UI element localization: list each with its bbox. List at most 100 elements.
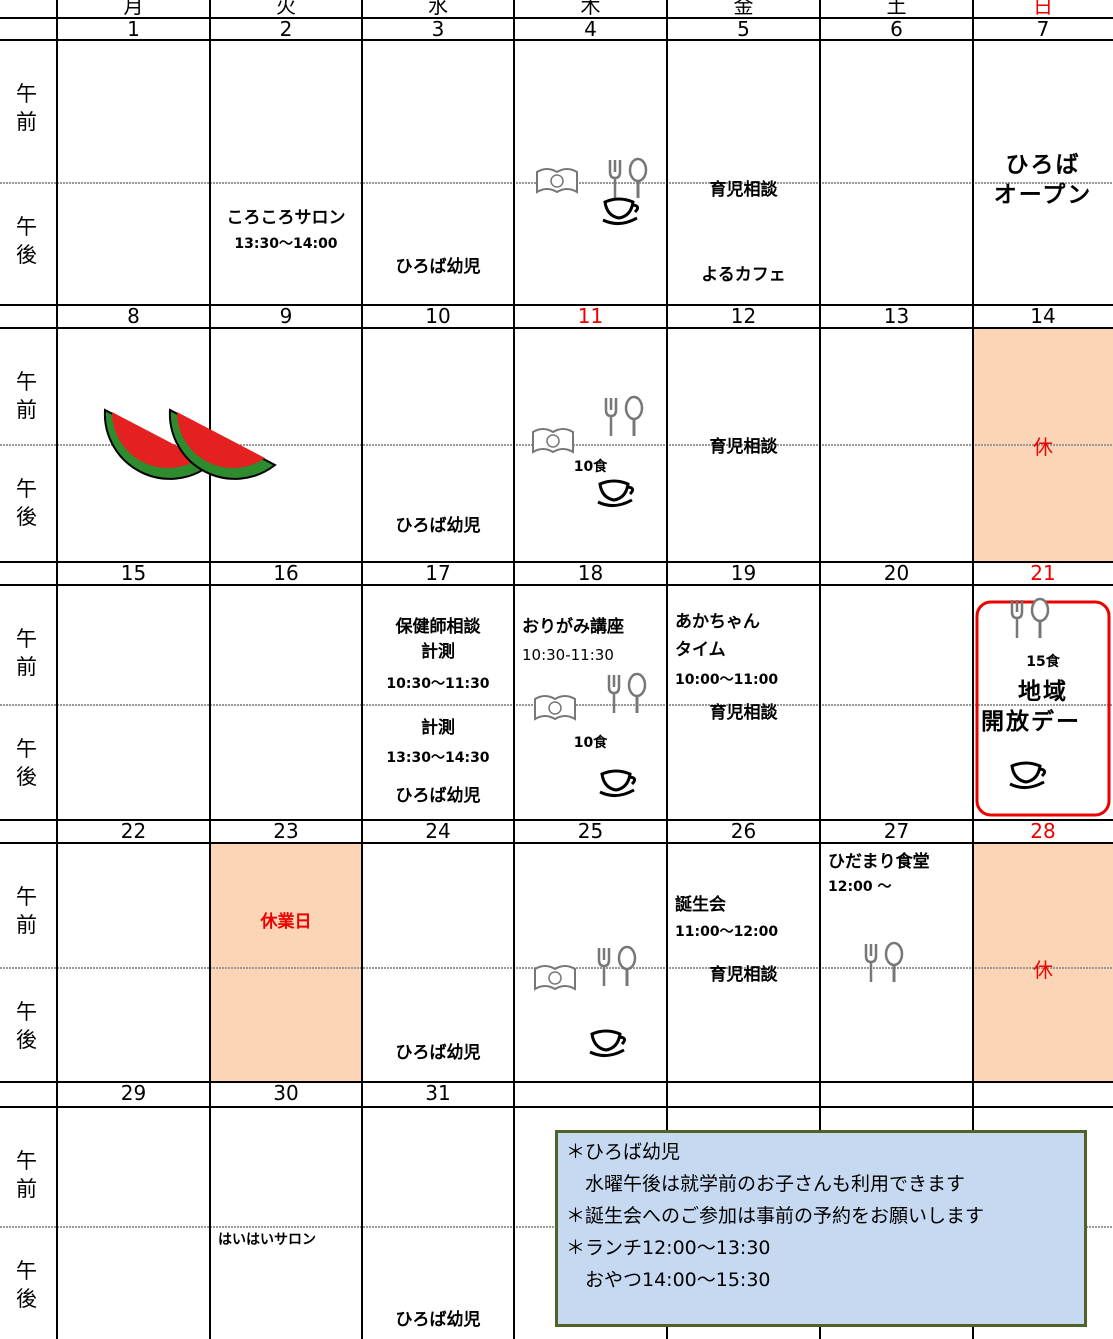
date: 7 — [1036, 17, 1050, 41]
note-line: ＊誕生会へのご参加は事前の予約をお願いします — [566, 1205, 985, 1227]
cell-text: ひろば幼児 — [395, 1310, 481, 1330]
cup-icon — [588, 1029, 627, 1058]
note-line: ＊ランチ12:00〜13:30 — [566, 1237, 771, 1259]
pm-label: 午後 — [16, 477, 37, 529]
cell-text: 育児相談 — [709, 180, 778, 200]
cell-text: 地域 — [1018, 679, 1068, 705]
pm-label: 午後 — [16, 1000, 37, 1052]
cell-text: ひろば幼児 — [395, 1043, 481, 1063]
date: 24 — [425, 819, 451, 843]
cell-text: 育児相談 — [709, 703, 778, 723]
cell-text: ひろば幼児 — [395, 786, 481, 806]
date: 23 — [273, 819, 299, 843]
cell-text: 12:00 〜 — [828, 879, 892, 895]
date: 31 — [425, 1081, 451, 1105]
date: 22 — [120, 819, 147, 843]
date: 9 — [279, 304, 293, 328]
date: 17 — [425, 561, 451, 585]
date: 26 — [730, 819, 757, 843]
cell-text: 15食 — [1026, 654, 1060, 670]
date: 8 — [127, 304, 140, 328]
weekday: 日 — [1033, 0, 1053, 18]
cell-text: ひろば — [1005, 152, 1081, 178]
date: 27 — [883, 819, 910, 843]
weekday: 火 — [276, 0, 296, 18]
closed-cell — [210, 843, 362, 1082]
cell-text: 計測 — [421, 718, 455, 738]
cell-text: 計測 — [421, 642, 455, 662]
book-icon — [532, 428, 574, 453]
date: 30 — [273, 1081, 299, 1105]
am-label: 午前 — [16, 885, 37, 937]
note-box — [555, 1130, 1087, 1327]
date: 20 — [883, 561, 910, 585]
fork-icon — [864, 941, 904, 984]
weekday: 木 — [580, 0, 601, 18]
cell-text: 13:30〜14:00 — [234, 236, 338, 252]
date: 15 — [120, 561, 147, 585]
pm-label: 午後 — [16, 1259, 37, 1311]
book-icon — [534, 695, 576, 720]
closed-cell — [973, 843, 1113, 1082]
date: 1 — [127, 17, 140, 41]
book-icon — [536, 168, 578, 193]
weekday: 水 — [428, 0, 448, 18]
fork-icon — [597, 945, 637, 988]
date: 4 — [584, 17, 597, 41]
cup-icon — [601, 197, 640, 226]
cell-text: オープン — [993, 182, 1093, 208]
pm-label: 午後 — [16, 215, 37, 267]
note-line: ＊ひろば幼児 — [566, 1141, 681, 1163]
cell-text: おりがみ講座 — [522, 617, 624, 637]
cell-text: 誕生会 — [675, 895, 726, 915]
fork-icon — [607, 672, 647, 715]
cell-text: 休 — [1033, 958, 1053, 982]
cell-text: 10食 — [573, 735, 608, 751]
cell-text: あかちゃん — [675, 612, 760, 632]
cell-text: 13:30〜14:30 — [386, 750, 490, 766]
cell-text: ころころサロン — [226, 208, 346, 228]
date: 21 — [1030, 561, 1056, 585]
date: 18 — [577, 561, 604, 585]
watermelon — [111, 412, 200, 469]
cell-text: 保健師相談 — [395, 617, 481, 637]
cell-text: よるカフェ — [701, 265, 786, 285]
cell-text: 育児相談 — [709, 965, 778, 985]
cell-text: 開放デー — [981, 709, 1081, 735]
cup-icon — [1008, 761, 1047, 790]
weekday: 土 — [886, 0, 907, 18]
cell-text: 10食 — [573, 459, 608, 475]
cell-text: はいはいサロン — [218, 1232, 316, 1248]
date: 12 — [730, 304, 757, 328]
cell-text: 休 — [1033, 435, 1053, 459]
am-label: 午前 — [16, 370, 37, 422]
note-line: 水曜午後は就学前のお子さんも利用できます — [566, 1173, 966, 1195]
cell-text: 休業日 — [260, 912, 312, 932]
am-label: 午前 — [16, 627, 37, 679]
cup-icon — [598, 769, 637, 798]
fork-icon — [604, 395, 644, 438]
note-line: おやつ14:00〜15:30 — [566, 1269, 771, 1291]
fork-icon — [1010, 597, 1050, 640]
cell-text: 11:00〜12:00 — [675, 924, 779, 940]
watermelon — [176, 412, 265, 469]
cell-text: 10:30-11:30 — [522, 646, 614, 664]
cell-text: 育児相談 — [709, 437, 778, 457]
date: 29 — [120, 1081, 147, 1105]
cell-text: ひろば幼児 — [395, 516, 481, 536]
date: 3 — [431, 17, 445, 41]
weekday: 金 — [733, 0, 754, 18]
cell-text: ひろば幼児 — [395, 257, 481, 277]
date: 25 — [577, 819, 604, 843]
date: 11 — [577, 304, 604, 328]
date: 5 — [737, 17, 750, 41]
weekday: 月 — [123, 0, 144, 18]
date: 14 — [1030, 304, 1056, 328]
cell-text: タイム — [675, 640, 726, 660]
cup-icon — [596, 479, 635, 508]
date: 2 — [279, 17, 293, 41]
am-label: 午前 — [16, 1149, 37, 1201]
fork-icon — [608, 157, 648, 200]
cell-text: 10:30〜11:30 — [386, 676, 490, 692]
